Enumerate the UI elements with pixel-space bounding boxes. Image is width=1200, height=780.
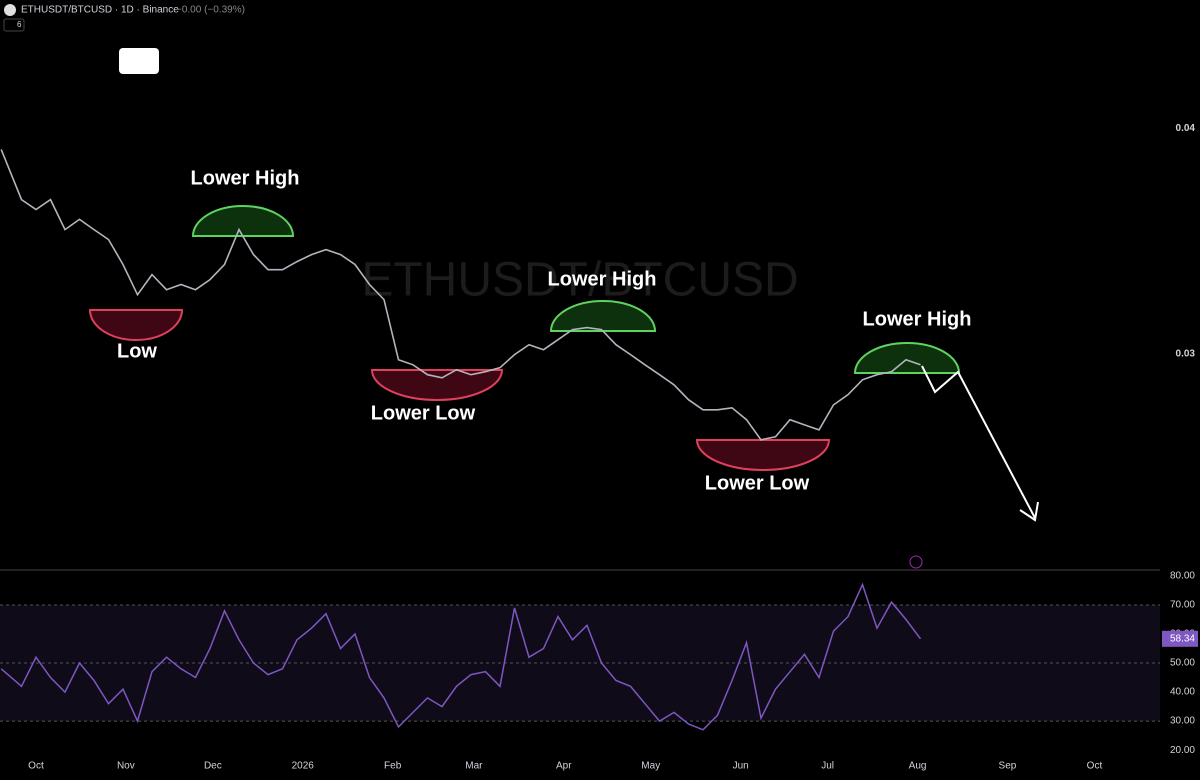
x-tick-label: 2026 <box>292 761 315 772</box>
x-tick-label: Jul <box>821 761 834 772</box>
annotation: Lower Low <box>705 472 810 494</box>
annotation: Lower High <box>863 308 972 330</box>
high-arc <box>549 300 657 332</box>
y-tick-label: 70.00 <box>1170 600 1195 611</box>
symbol[interactable]: ETHUSDT/BTCUSD · 1D · Binance <box>21 5 179 16</box>
x-tick-label: Oct <box>1087 761 1103 772</box>
x-tick-label: Sep <box>999 761 1017 772</box>
x-tick-label: Feb <box>384 761 402 772</box>
y-tick-label: 40.00 <box>1170 687 1195 698</box>
low-arc <box>695 439 831 471</box>
y-tick-label: 30.00 <box>1170 716 1195 727</box>
watermark: ETHUSDT/BTCUSD <box>361 254 798 307</box>
high-arc <box>191 205 295 237</box>
indicator-toggle[interactable] <box>3 18 25 32</box>
last-value-label: 58.34 <box>1170 633 1195 644</box>
x-tick-label: May <box>641 761 660 772</box>
annotation: Lower Low <box>371 402 476 424</box>
x-tick-label: Jun <box>733 761 749 772</box>
x-tick-label: Oct <box>28 761 44 772</box>
low-arc <box>88 309 184 341</box>
annotation: Low <box>117 340 157 362</box>
high-arc <box>853 342 961 374</box>
y-tick-label: 20.00 <box>1170 745 1195 756</box>
x-tick-label: Aug <box>909 761 927 772</box>
projection-arrow <box>921 365 1039 522</box>
series-line <box>0 582 922 731</box>
x-tick-label: Apr <box>556 761 572 772</box>
y-tick-label: 0.03 <box>1176 348 1196 359</box>
indicator-count: 6 <box>17 20 22 29</box>
series-line <box>0 149 921 441</box>
y-tick-label: 50.00 <box>1170 658 1195 669</box>
toolbar-button[interactable] <box>119 48 159 74</box>
annotation: Lower High <box>191 167 300 189</box>
symbol-icon <box>4 4 16 16</box>
change: −0.00 (−0.39%) <box>176 5 245 16</box>
x-tick-label: Dec <box>204 761 222 772</box>
y-tick-label: 80.00 <box>1170 571 1195 582</box>
x-tick-label: Nov <box>117 761 135 772</box>
y-tick-label: 0.04 <box>1176 123 1196 134</box>
last-value-badge <box>1162 630 1198 647</box>
x-tick-label: Mar <box>465 761 483 772</box>
low-arc <box>370 369 504 401</box>
annotation: Lower High <box>548 268 657 290</box>
alert-icon[interactable] <box>909 555 923 569</box>
